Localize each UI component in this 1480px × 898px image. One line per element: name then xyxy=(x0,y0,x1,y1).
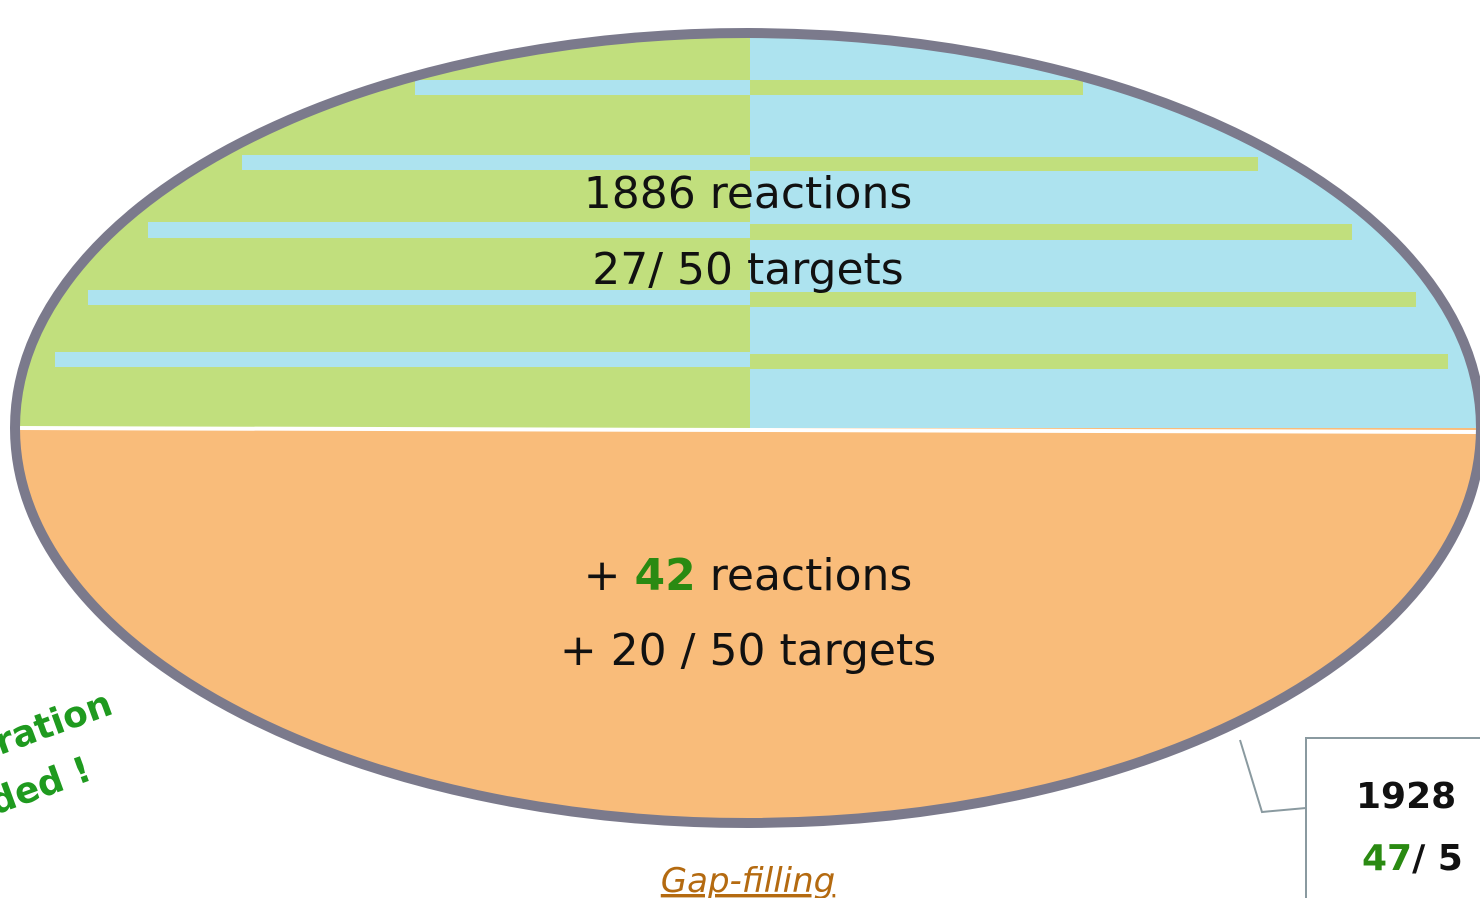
top-line2: 27/ 50 targets xyxy=(592,244,903,295)
side-note-line: ration xyxy=(0,683,118,763)
ellipse-outline xyxy=(10,28,1480,828)
green-stripes xyxy=(750,80,1448,369)
divider xyxy=(18,426,1478,434)
side-note: ration ded ! xyxy=(0,683,118,823)
callout-box xyxy=(1305,737,1480,898)
callout-pointer xyxy=(1239,739,1307,814)
callout-line1: 1928 xyxy=(1356,776,1456,817)
caption: Gap-filling xyxy=(661,861,835,898)
bottom-line1: + 42 reactions xyxy=(584,550,913,601)
callout-line2: 47/ 5 xyxy=(1362,838,1463,879)
added-count: 42 xyxy=(635,550,696,601)
prefix: + xyxy=(584,550,635,601)
callout-suffix: / 5 xyxy=(1412,838,1463,879)
top-line1: 1886 reactions xyxy=(584,168,913,219)
suffix: reactions xyxy=(696,550,913,601)
callout-number: 47 xyxy=(1362,838,1412,879)
bottom-line2: + 20 / 50 targets xyxy=(560,625,936,676)
side-note-line: ded ! xyxy=(0,749,97,823)
blue-stripes xyxy=(55,80,750,367)
